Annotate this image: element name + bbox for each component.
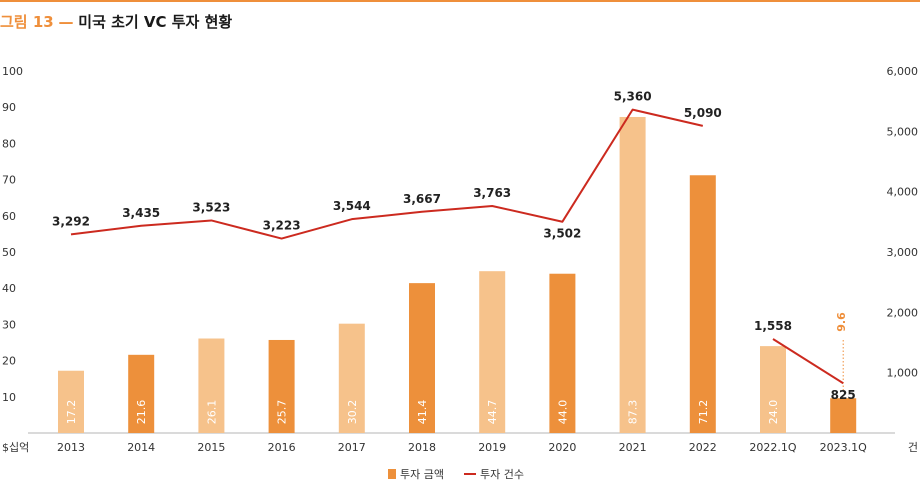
figure-title-text: 미국 초기 VC 투자 현황 xyxy=(78,13,233,31)
bar-value-label: 44.0 xyxy=(556,400,569,425)
bar xyxy=(689,175,716,434)
bar-value-label: 71.2 xyxy=(697,400,710,425)
x-axis-tick-label: 2018 xyxy=(408,441,436,454)
right-axis-tick-label: 4,000 xyxy=(887,186,919,199)
bar xyxy=(619,116,646,433)
left-axis-tick-label: 100 xyxy=(2,65,23,78)
x-axis-tick-label: 2014 xyxy=(127,441,155,454)
bar xyxy=(338,323,365,433)
bar-value-label: 21.6 xyxy=(135,400,148,425)
x-axis-tick-label: 2021 xyxy=(619,441,647,454)
right-axis-tick-label: 2,000 xyxy=(887,306,919,319)
top-rule xyxy=(0,0,920,2)
left-axis-tick-label: 40 xyxy=(2,282,16,295)
bar xyxy=(479,271,506,433)
bar xyxy=(549,273,576,433)
legend-label-line: 투자 건수 xyxy=(480,468,524,481)
line-value-label: 3,667 xyxy=(403,192,441,206)
right-axis-tick-label: 1,000 xyxy=(887,367,919,380)
x-axis-tick-label: 2023.1Q xyxy=(820,441,867,454)
line-value-label: 5,090 xyxy=(684,106,722,120)
line-value-label: 3,763 xyxy=(473,186,511,200)
left-axis-tick-label: 50 xyxy=(2,246,16,259)
bar xyxy=(268,339,295,433)
bar-value-label: 41.4 xyxy=(416,400,429,425)
right-axis-tick-label: 6,000 xyxy=(887,65,919,78)
bar xyxy=(198,338,225,433)
line-value-label: 3,523 xyxy=(192,200,230,214)
left-axis-tick-label: 70 xyxy=(2,174,16,187)
left-axis-tick-label: 20 xyxy=(2,355,16,368)
left-axis-unit-label: $십억 xyxy=(2,441,29,454)
bar-value-label: 87.3 xyxy=(627,400,640,425)
figure-title: 그림 13 — 미국 초기 VC 투자 현황 xyxy=(0,10,232,34)
x-axis-tick-label: 2020 xyxy=(548,441,576,454)
bar-value-label: 9.6 xyxy=(835,312,848,332)
bar-value-label: 44.7 xyxy=(486,400,499,425)
bar xyxy=(760,346,786,433)
left-axis-tick-label: 10 xyxy=(2,391,16,404)
line-value-label: 3,544 xyxy=(333,199,371,213)
legend-swatch-bar xyxy=(388,469,396,479)
x-axis-tick-label: 2022.1Q xyxy=(749,441,796,454)
line-value-label: 3,435 xyxy=(122,206,160,220)
bar-value-label: 26.1 xyxy=(205,400,218,425)
line-value-label: 3,502 xyxy=(543,227,581,241)
left-axis-tick-label: 80 xyxy=(2,137,16,150)
title-dash: — xyxy=(58,13,74,31)
line-value-label: 1,558 xyxy=(754,319,792,333)
x-axis-tick-label: 2017 xyxy=(338,441,366,454)
bar-value-label: 30.2 xyxy=(346,400,359,425)
bar xyxy=(58,370,84,433)
line-value-label: 3,223 xyxy=(263,219,301,233)
x-axis-tick-label: 2015 xyxy=(197,441,225,454)
line-value-label: 3,292 xyxy=(52,214,90,228)
line-value-label: 5,360 xyxy=(614,90,652,104)
bar xyxy=(128,354,155,433)
right-axis-unit-label: 건 xyxy=(908,441,918,454)
legend-label-bar: 투자 금액 xyxy=(400,468,444,481)
x-axis-tick-label: 2016 xyxy=(268,441,296,454)
bar-value-label: 25.7 xyxy=(276,400,289,425)
left-axis-tick-label: 90 xyxy=(2,101,16,114)
series-line-count xyxy=(70,108,704,240)
bar-value-label: 17.2 xyxy=(65,400,78,425)
bar-value-label: 24.0 xyxy=(767,400,780,425)
bar xyxy=(409,283,435,433)
figure-number: 그림 13 xyxy=(0,13,54,31)
x-axis-tick-label: 2013 xyxy=(57,441,85,454)
left-axis-tick-label: 60 xyxy=(2,210,16,223)
bar xyxy=(830,398,857,433)
line-value-label: 825 xyxy=(831,388,856,402)
left-axis-tick-label: 30 xyxy=(2,318,16,331)
right-axis-tick-label: 5,000 xyxy=(887,125,919,138)
x-axis-tick-label: 2019 xyxy=(478,441,506,454)
series-line-count xyxy=(772,338,844,385)
right-axis-tick-label: 3,000 xyxy=(887,246,919,259)
x-axis-tick-label: 2022 xyxy=(689,441,717,454)
